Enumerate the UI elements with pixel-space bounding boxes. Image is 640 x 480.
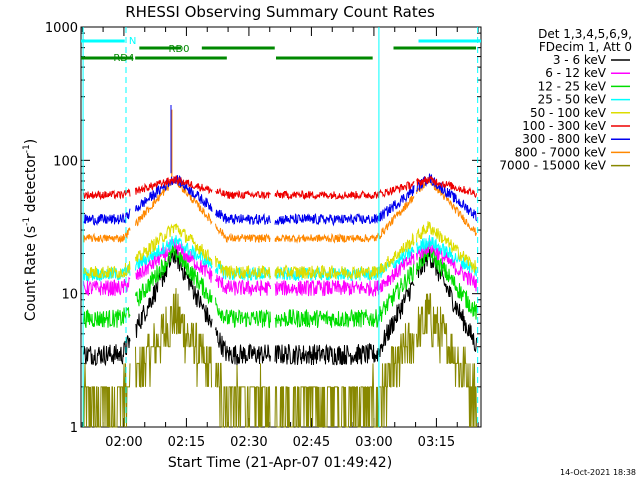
- y-tick-label: 10: [61, 288, 78, 303]
- series-line-8: [83, 288, 477, 428]
- chart-title: RHESSI Observing Summary Count Rates: [125, 3, 435, 21]
- legend-label-1: 6 - 12 keV: [545, 66, 607, 80]
- y-axis-label-main: Count Rate (s: [23, 226, 39, 321]
- y-axis-label-sup: -1: [22, 217, 32, 226]
- legend: Det 1,3,4,5,6,9, FDecim 1, Att 0 3 - 6 k…: [499, 27, 632, 173]
- legend-label-6: 300 - 800 keV: [522, 132, 606, 146]
- legend-label-3: 25 - 50 keV: [538, 93, 607, 107]
- y-axis: 1 10 100 1000: [45, 21, 481, 436]
- footer-timestamp: 14-Oct-2021 18:38: [560, 468, 636, 477]
- legend-label-0: 3 - 6 keV: [553, 53, 607, 67]
- annot-label-N: N: [129, 36, 136, 47]
- y-tick-label: 1000: [45, 21, 78, 36]
- y-axis-label-sup2: -1: [22, 144, 32, 153]
- y-tick-label: 100: [53, 154, 78, 169]
- x-tick-label: 02:45: [293, 435, 330, 450]
- series-line-5: [83, 175, 477, 201]
- x-tick-label: 02:00: [105, 435, 142, 450]
- legend-label-4: 50 - 100 keV: [530, 106, 607, 120]
- annot-label-RD4: RD4: [113, 53, 134, 64]
- legend-label-8: 7000 - 15000 keV: [499, 159, 606, 173]
- series-layer: [83, 105, 477, 428]
- x-tick-label: 02:30: [230, 435, 267, 450]
- series-line-4: [83, 221, 477, 280]
- annot-label-RD0: RD0: [169, 44, 190, 55]
- y-tick-label: 1: [70, 421, 78, 436]
- legend-label-2: 12 - 25 keV: [538, 79, 607, 93]
- legend-label-5: 100 - 300 keV: [522, 119, 606, 133]
- y-axis-label-end: ): [23, 139, 39, 144]
- x-tick-label: 03:15: [418, 435, 455, 450]
- y-axis-label: Count Rate (s-1 detector-1): [22, 139, 39, 321]
- legend-label-7: 800 - 7000 keV: [515, 145, 607, 159]
- legend-header-line-2: FDecim 1, Att 0: [539, 40, 632, 54]
- legend-header-line-1: Det 1,3,4,5,6,9,: [538, 27, 632, 41]
- annotations-layer: N RD0 RD4: [81, 27, 481, 427]
- series-line-2: [83, 242, 477, 329]
- x-axis-label: Start Time (21-Apr-07 01:49:42): [168, 455, 392, 471]
- y-axis-label-tail: detector: [23, 153, 39, 217]
- x-axis: 02:00 02:15 02:30 02:45 03:00 03:15: [81, 27, 479, 450]
- x-tick-label: 03:00: [355, 435, 392, 450]
- series-line-0: [83, 245, 477, 367]
- x-tick-label: 02:15: [168, 435, 205, 450]
